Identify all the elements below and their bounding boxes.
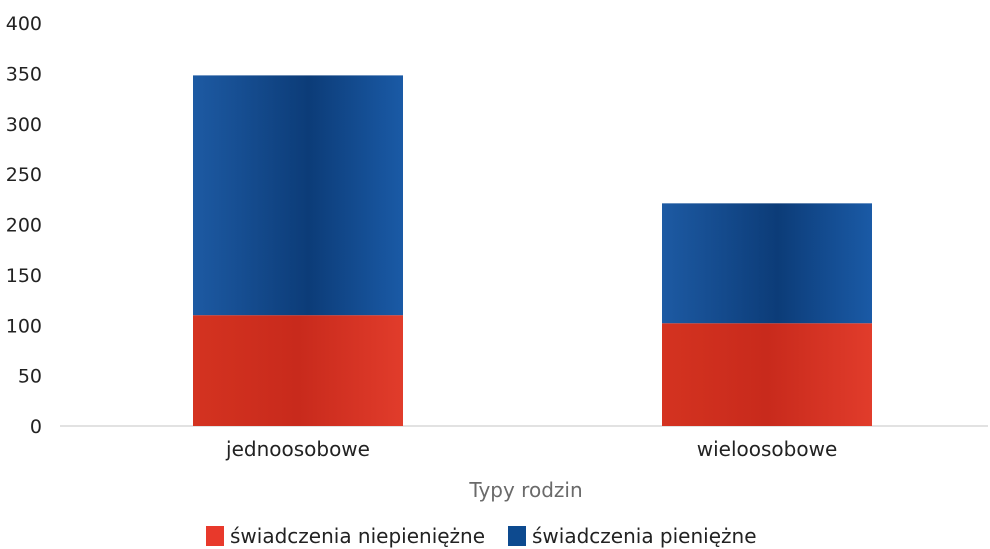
y-tick-label: 300	[6, 114, 42, 136]
bars	[193, 75, 872, 426]
x-axis-categories: jednoosobowe wieloosobowe	[225, 437, 837, 461]
legend-label: świadczenia pieniężne	[532, 524, 757, 548]
y-tick-label: 250	[6, 164, 42, 186]
y-tick-label: 50	[18, 366, 42, 388]
bar-segment	[193, 75, 403, 316]
y-tick-label: 0	[30, 416, 42, 438]
legend-swatch	[206, 526, 224, 546]
legend-swatch	[508, 526, 526, 546]
x-category-label: jednoosobowe	[225, 437, 370, 461]
x-category-label: wieloosobowe	[697, 437, 838, 461]
y-tick-label: 200	[6, 215, 42, 237]
bar-segment	[662, 323, 872, 426]
legend-label: świadczenia niepieniężne	[230, 524, 485, 548]
x-axis-title: Typy rodzin	[468, 478, 582, 502]
bar-segment	[193, 315, 403, 426]
y-tick-label: 100	[6, 315, 42, 337]
y-tick-label: 350	[6, 63, 42, 85]
legend: świadczenia niepieniężne świadczenia pien…	[206, 524, 757, 548]
y-axis: 0 50 100 150 200 250 300 350 400	[6, 13, 42, 438]
y-tick-label: 150	[6, 265, 42, 287]
bar-segment	[662, 203, 872, 324]
y-tick-label: 400	[6, 13, 42, 35]
